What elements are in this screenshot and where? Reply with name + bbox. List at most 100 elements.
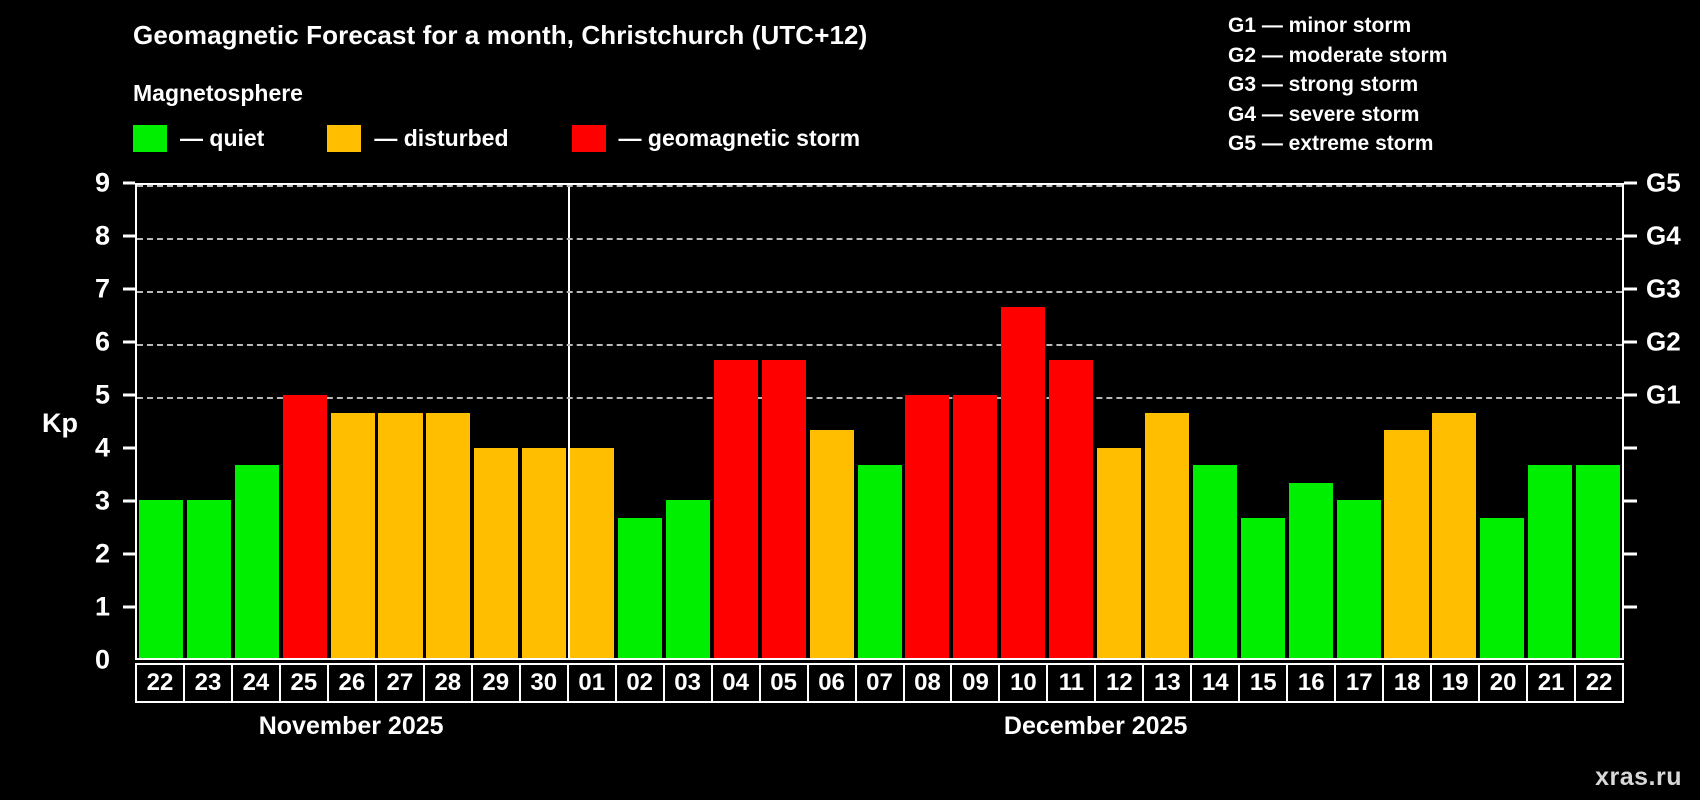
gridline-kp-6: [137, 344, 1622, 346]
bar-disturbed-13: [1144, 412, 1190, 658]
bar-quiet-07: [857, 465, 902, 658]
bar-disturbed-28: [426, 412, 471, 658]
bar-slot-december-03: [664, 185, 712, 658]
day-label-december-16: 16: [1288, 665, 1337, 701]
bar-slot-november-25: [281, 185, 329, 658]
bar-quiet-20: [1480, 517, 1525, 658]
day-label-december-14: 14: [1192, 665, 1241, 701]
g-tick-label-G2: G2: [1646, 326, 1681, 357]
bar-series: [137, 185, 1622, 658]
g-tick-mark-G3: [1624, 287, 1637, 291]
bar-storm-08: [905, 395, 950, 658]
y-tick-mark-7: [123, 287, 135, 291]
month-caption-december: December 2025: [1003, 712, 1188, 740]
bar-slot-december-22: [1574, 185, 1622, 658]
bar-disturbed-19: [1432, 412, 1477, 658]
bar-slot-december-16: [1287, 185, 1335, 658]
day-label-december-15: 15: [1240, 665, 1289, 701]
bar-storm-11: [1049, 360, 1094, 658]
day-label-december-10: 10: [1000, 665, 1049, 701]
day-label-december-09: 09: [952, 665, 1001, 701]
y-tick-mark-4: [123, 446, 135, 450]
bar-slot-december-11: [1047, 185, 1095, 658]
g-tick-label-G4: G4: [1646, 220, 1681, 251]
y-tick-label-6: 6: [94, 326, 110, 357]
legend-swatch-disturbed: [327, 125, 362, 152]
day-label-december-07: 07: [857, 665, 905, 701]
day-label-december-01: 01: [569, 665, 617, 701]
y-tick-label-9: 9: [94, 167, 110, 198]
bar-slot-november-23: [185, 185, 233, 658]
gridline-kp-7: [137, 291, 1622, 293]
page-title: Geomagnetic Forecast for a month, Christ…: [133, 20, 868, 50]
g-scale-legend: G1 — minor storm G2 — moderate storm G3 — …: [1228, 11, 1447, 159]
bar-quiet-02: [617, 517, 663, 658]
y-tick-label-7: 7: [94, 273, 110, 304]
g-tick-mark-G2: [1624, 340, 1637, 344]
g-scale-row-3: G3 — strong storm: [1228, 73, 1419, 96]
bar-slot-november-28: [424, 185, 472, 658]
bar-disturbed-18: [1384, 430, 1429, 658]
g-tick-mark-G4: [1624, 234, 1637, 238]
bar-slot-december-18: [1383, 185, 1431, 658]
day-label-december-22: 22: [1585, 669, 1613, 696]
y-tick-mark-8: [123, 234, 135, 238]
g-tick-label-G1: G1: [1646, 379, 1681, 410]
bar-slot-december-05: [760, 185, 808, 658]
bar-slot-december-01: [568, 185, 616, 658]
g-axis-minor-mark-kp-3: [1624, 499, 1637, 503]
bar-quiet-23: [186, 500, 231, 658]
g-scale-row-4: G4 — severe storm: [1228, 102, 1420, 126]
bar-quiet-14: [1192, 465, 1237, 658]
y-tick-mark-9: [123, 181, 135, 185]
bar-slot-december-07: [856, 185, 904, 658]
watermark: xras.ru: [1595, 763, 1682, 791]
bar-disturbed-01: [570, 447, 615, 658]
g-scale-row-5: G5 — extreme storm: [1228, 132, 1434, 155]
bar-slot-december-21: [1526, 185, 1574, 658]
legend-label-storm: — geomagnetic storm: [618, 125, 861, 151]
bar-disturbed-29: [474, 447, 519, 658]
day-label-november-26: 26: [329, 665, 377, 701]
bar-disturbed-26: [330, 412, 375, 658]
bar-slot-december-08: [904, 185, 952, 658]
legend-item-disturbed: — disturbed: [327, 125, 509, 152]
gridline-kp-5: [137, 397, 1622, 399]
day-label-november-28: 28: [425, 665, 473, 701]
bar-slot-december-17: [1335, 185, 1383, 658]
day-label-december-12: 12: [1096, 665, 1145, 701]
bar-storm-04: [713, 360, 758, 658]
day-label-november-23: 23: [185, 665, 233, 701]
day-label-november-25: 25: [281, 665, 329, 701]
legend-label-quiet: — quiet: [180, 125, 265, 151]
bar-storm-10: [1001, 307, 1046, 658]
bar-quiet-24: [234, 465, 279, 658]
bar-quiet-16: [1288, 483, 1333, 658]
y-tick-mark-6: [123, 340, 135, 344]
day-label-december-13: 13: [1144, 665, 1193, 701]
day-label-december-06: 06: [809, 665, 857, 701]
day-label-november-29: 29: [473, 665, 521, 701]
bar-slot-november-26: [329, 185, 377, 658]
day-label-december-04: 04: [713, 665, 761, 701]
bar-slot-december-02: [616, 185, 664, 658]
y-tick-label-5: 5: [94, 379, 110, 410]
day-label-december-19: 19: [1432, 665, 1481, 701]
g-axis-minor-mark-kp-4: [1624, 446, 1637, 450]
day-label-december-02: 02: [617, 665, 665, 701]
day-label-december-08: 08: [905, 665, 953, 701]
g-tick-label-G5: G5: [1646, 167, 1681, 198]
g-axis-minor-mark-kp-2: [1624, 552, 1637, 556]
bar-quiet-15: [1240, 517, 1285, 658]
bar-quiet-21: [1528, 465, 1573, 658]
bar-storm-09: [953, 395, 998, 658]
bar-slot-december-06: [808, 185, 856, 658]
day-label-december-05: 05: [761, 665, 809, 701]
legend-item-storm: — geomagnetic storm: [571, 125, 861, 152]
day-label-december-17: 17: [1336, 665, 1385, 701]
g-scale-row-2: G2 — moderate storm: [1228, 43, 1448, 67]
legend-swatch-quiet: [133, 125, 167, 152]
y-tick-mark-5: [123, 393, 135, 397]
bar-slot-december-10: [999, 185, 1047, 658]
